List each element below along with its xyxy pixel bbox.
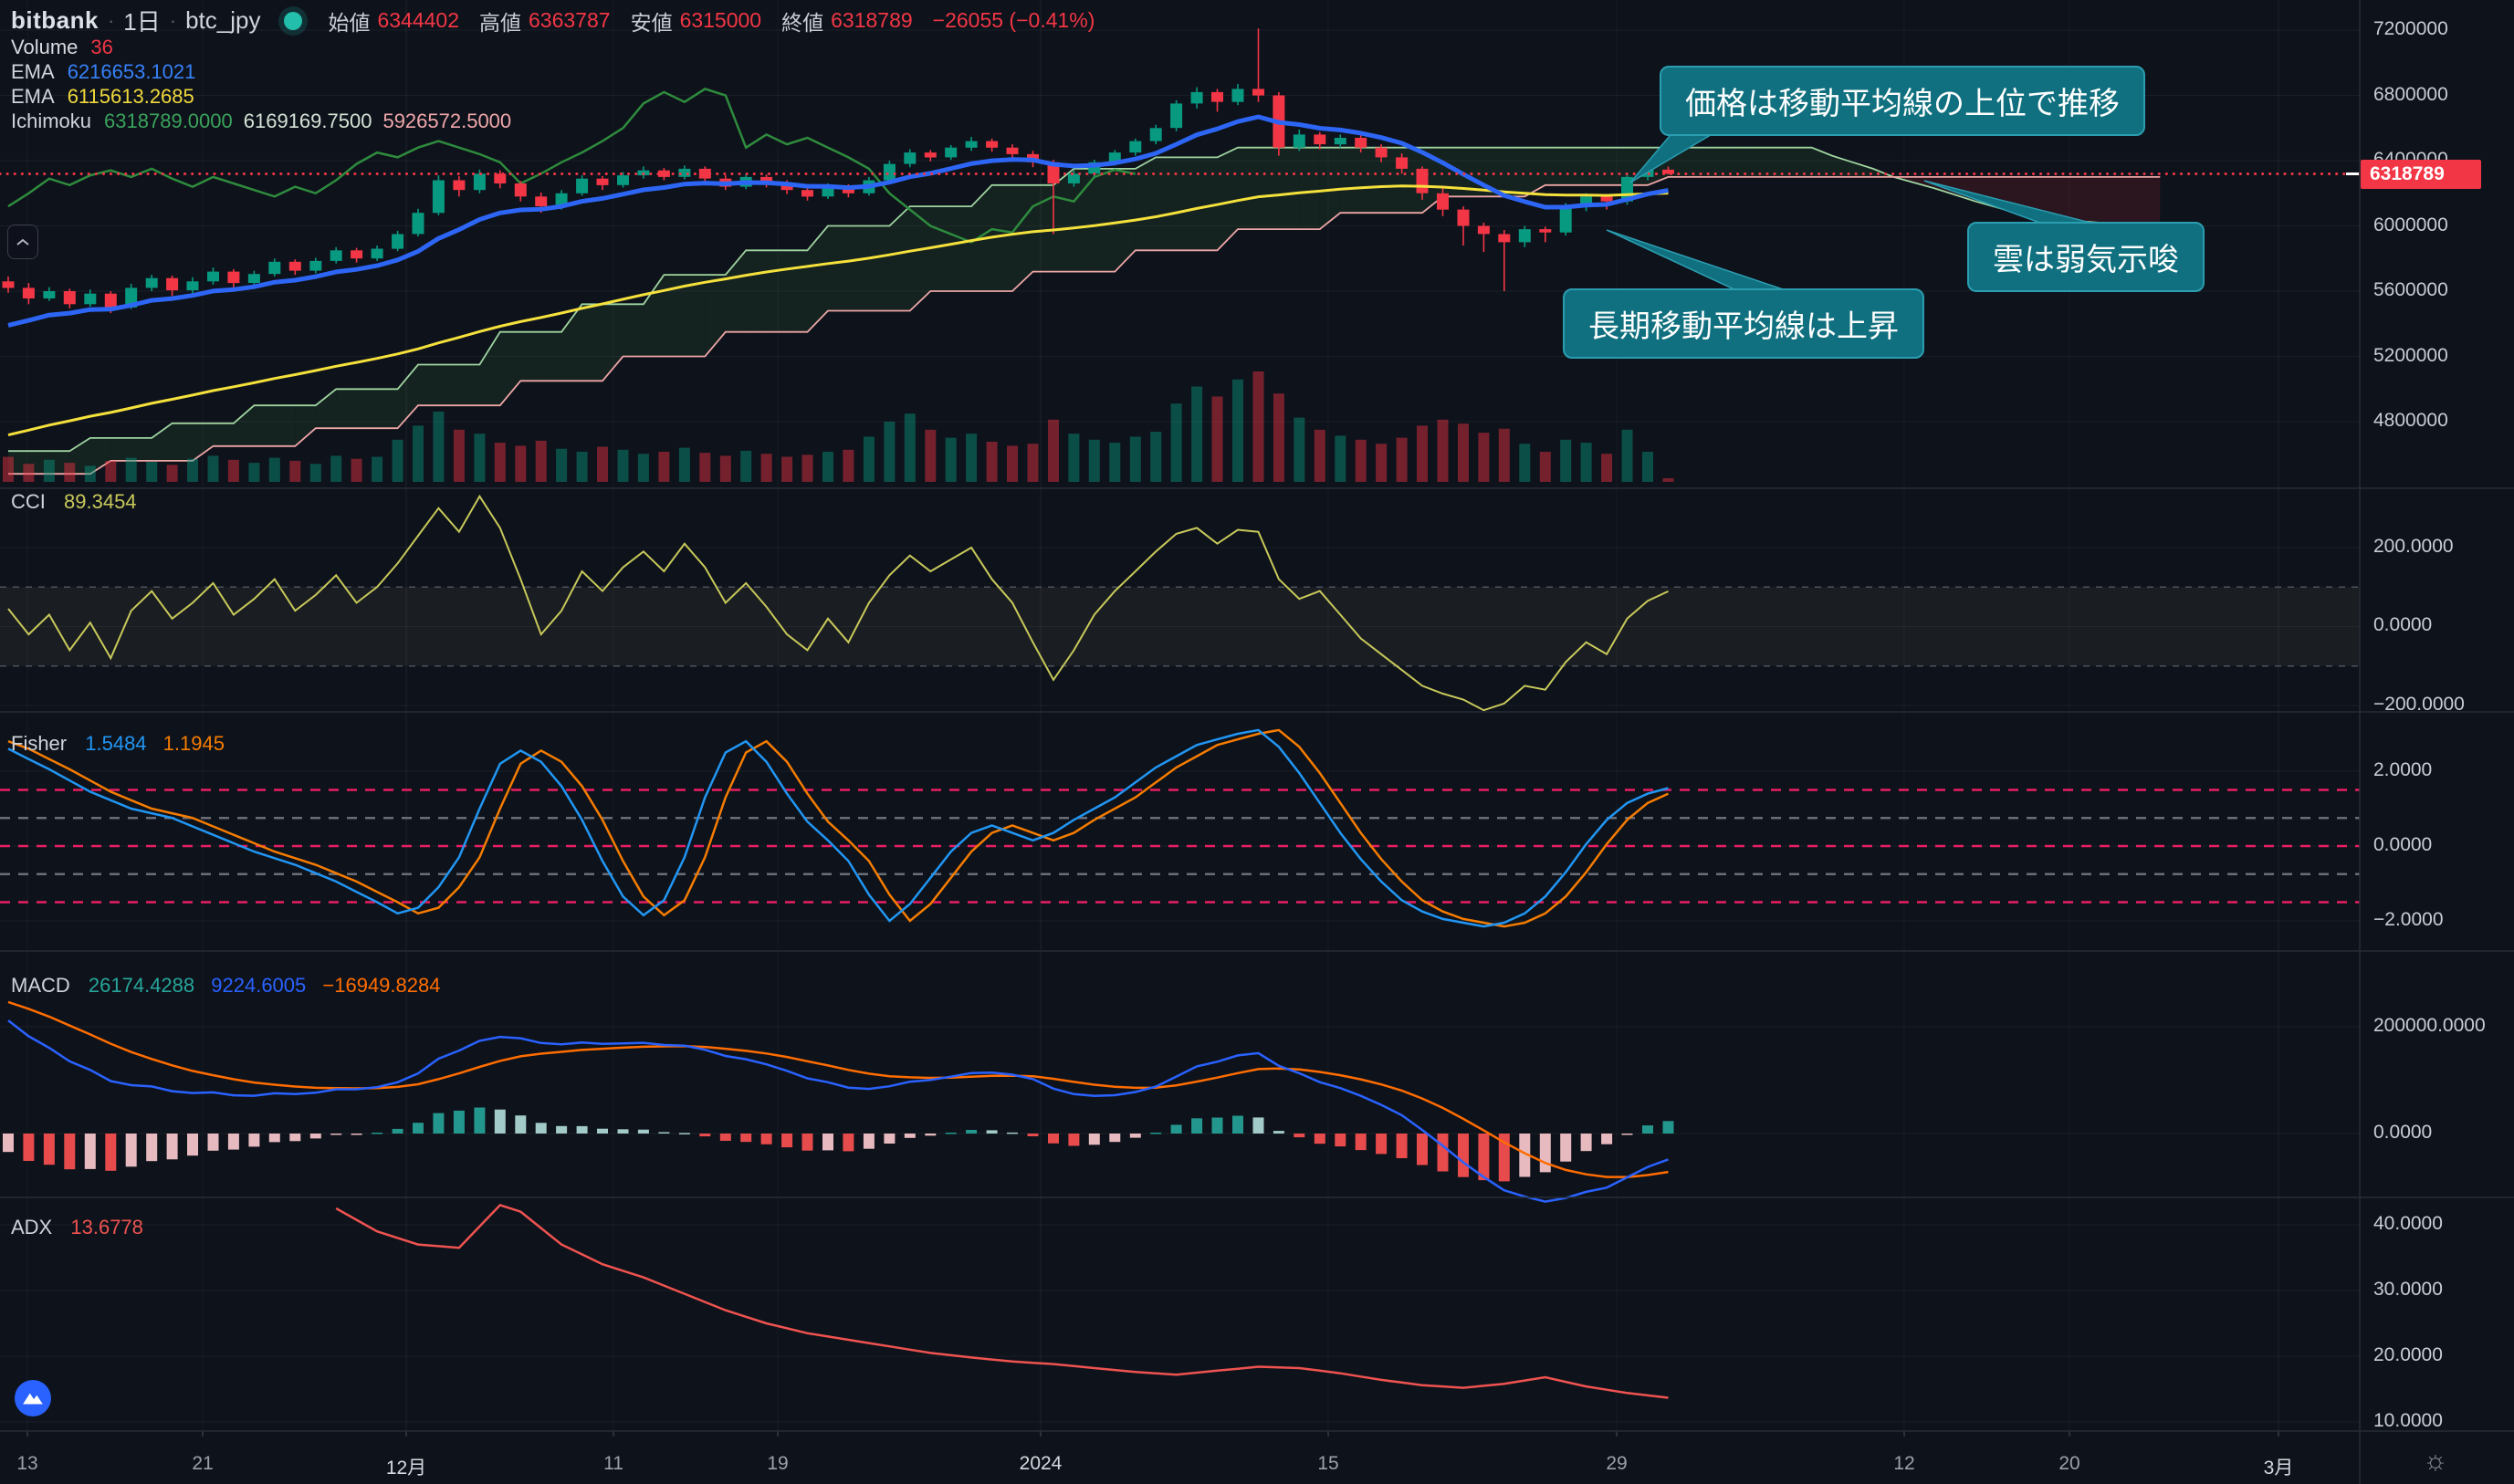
macd-label: MACD — [11, 974, 70, 997]
cci-value: 89.3454 — [64, 490, 137, 513]
low-label: 安値 — [630, 10, 673, 35]
price-axis-label: 200000.0000 — [2373, 1015, 2486, 1036]
macd-signal-value: −16949.8284 — [322, 974, 441, 997]
time-axis-label: 12月 — [385, 1458, 427, 1479]
time-axis-label: 21 — [192, 1453, 214, 1474]
annotation-price-above-ma[interactable]: 価格は移動平均線の上位で推移 — [1660, 66, 2145, 136]
cci-legend[interactable]: CCI 89.3454 — [11, 490, 137, 514]
price-axis-label: 2.0000 — [2373, 759, 2433, 780]
price-axis-label: 10.0000 — [2373, 1410, 2443, 1431]
volume-label: Volume — [11, 36, 79, 58]
ichimoku-value-3: 5926572.5000 — [382, 110, 512, 132]
cci-label: CCI — [11, 490, 46, 513]
last-price-chip: 6318789 — [2361, 160, 2481, 189]
price-axis-label: 5600000 — [2373, 279, 2448, 300]
fisher-label: Fisher — [11, 732, 68, 755]
price-axis-label: 6800000 — [2373, 84, 2448, 105]
price-axis-label: 200.0000 — [2373, 536, 2454, 557]
time-axis-label: 13 — [16, 1453, 38, 1474]
symbol-name[interactable]: btc_jpy — [185, 6, 261, 34]
chevron-up-icon — [16, 238, 29, 246]
time-axis-label: 15 — [1317, 1453, 1339, 1474]
open-value: 6344402 — [377, 8, 460, 32]
separator-dot: · — [169, 8, 177, 32]
time-axis-label: 19 — [767, 1453, 789, 1474]
price-axis-label: 4800000 — [2373, 410, 2448, 431]
volume-legend[interactable]: Volume 36 — [11, 36, 113, 59]
open-label: 始値 — [328, 10, 371, 35]
annotation-bearish-cloud[interactable]: 雲は弱気示唆 — [1967, 222, 2205, 292]
time-axis-label: 3月 — [2263, 1458, 2294, 1479]
price-axis-label: 40.0000 — [2373, 1213, 2443, 1234]
time-axis-label: 29 — [1606, 1453, 1628, 1474]
price-axis-label: 6000000 — [2373, 214, 2448, 235]
adx-legend[interactable]: ADX 13.6778 — [11, 1216, 143, 1239]
close-value: 6318789 — [831, 8, 913, 32]
exchange-name[interactable]: bitbank — [11, 6, 99, 34]
price-axis-label: 0.0000 — [2373, 614, 2433, 635]
ichimoku-value-2: 6169169.7500 — [243, 110, 372, 132]
time-axis-label: 11 — [603, 1453, 623, 1474]
price-axis-label: 5200000 — [2373, 345, 2448, 366]
change-value: −26055 (−0.41%) — [932, 8, 1095, 32]
separator-dot: · — [107, 8, 115, 32]
price-axis-label: −200.0000 — [2373, 694, 2465, 715]
fisher-value-1: 1.5484 — [85, 732, 147, 755]
tradingview-logo[interactable] — [15, 1380, 51, 1416]
price-axis-label: 0.0000 — [2373, 1122, 2433, 1143]
ema-fast-legend[interactable]: EMA 6216653.1021 — [11, 60, 195, 84]
fisher-legend[interactable]: Fisher 1.5484 1.1945 — [11, 732, 225, 756]
price-axis-label: 20.0000 — [2373, 1344, 2443, 1365]
volume-value: 36 — [90, 36, 113, 58]
price-axis-label: 30.0000 — [2373, 1279, 2443, 1300]
interval-selector[interactable]: 1日 — [123, 8, 161, 36]
price-axis-label: −2.0000 — [2373, 909, 2444, 930]
fisher-value-2: 1.1945 — [162, 732, 225, 755]
mountain-logo-icon — [23, 1393, 43, 1405]
symbol-header: bitbank · 1日 · btc_jpy 始値 6344402 高値 63637… — [11, 4, 1107, 37]
ema-label: EMA — [11, 85, 55, 108]
ema-label: EMA — [11, 60, 55, 83]
close-label: 終値 — [781, 10, 824, 35]
market-status-icon — [284, 11, 303, 30]
time-axis-label: 2024 — [1019, 1453, 1063, 1474]
ema-slow-value: 6115613.2685 — [67, 85, 194, 108]
low-value: 6315000 — [679, 8, 762, 32]
theme-toggle-sun-icon[interactable]: ☼ — [2423, 1446, 2448, 1476]
macd-line-value: 9224.6005 — [211, 974, 307, 997]
high-label: 高値 — [479, 10, 522, 35]
price-axis-label: 7200000 — [2373, 18, 2448, 39]
ichimoku-label: Ichimoku — [11, 110, 92, 132]
annotation-long-ma-rising[interactable]: 長期移動平均線は上昇 — [1563, 288, 1924, 359]
ichimoku-value-1: 6318789.0000 — [104, 110, 233, 132]
time-axis-label: 20 — [2058, 1453, 2080, 1474]
high-value: 6363787 — [529, 8, 611, 32]
adx-value: 13.6778 — [70, 1216, 143, 1238]
macd-legend[interactable]: MACD 26174.4288 9224.6005 −16949.8284 — [11, 974, 440, 998]
collapse-legend-button[interactable] — [7, 225, 38, 259]
ema-fast-value: 6216653.1021 — [67, 60, 196, 83]
ema-slow-legend[interactable]: EMA 6115613.2685 — [11, 85, 194, 109]
price-axis-label: 0.0000 — [2373, 834, 2433, 855]
ichimoku-legend[interactable]: Ichimoku 6318789.0000 6169169.7500 59265… — [11, 110, 511, 133]
adx-label: ADX — [11, 1216, 53, 1238]
macd-hist-value: 26174.4288 — [88, 974, 195, 997]
ohlc-readout: 始値 6344402 高値 6363787 安値 6315000 終値 6318789 … — [328, 5, 1107, 37]
time-axis-label: 12 — [1893, 1453, 1915, 1474]
